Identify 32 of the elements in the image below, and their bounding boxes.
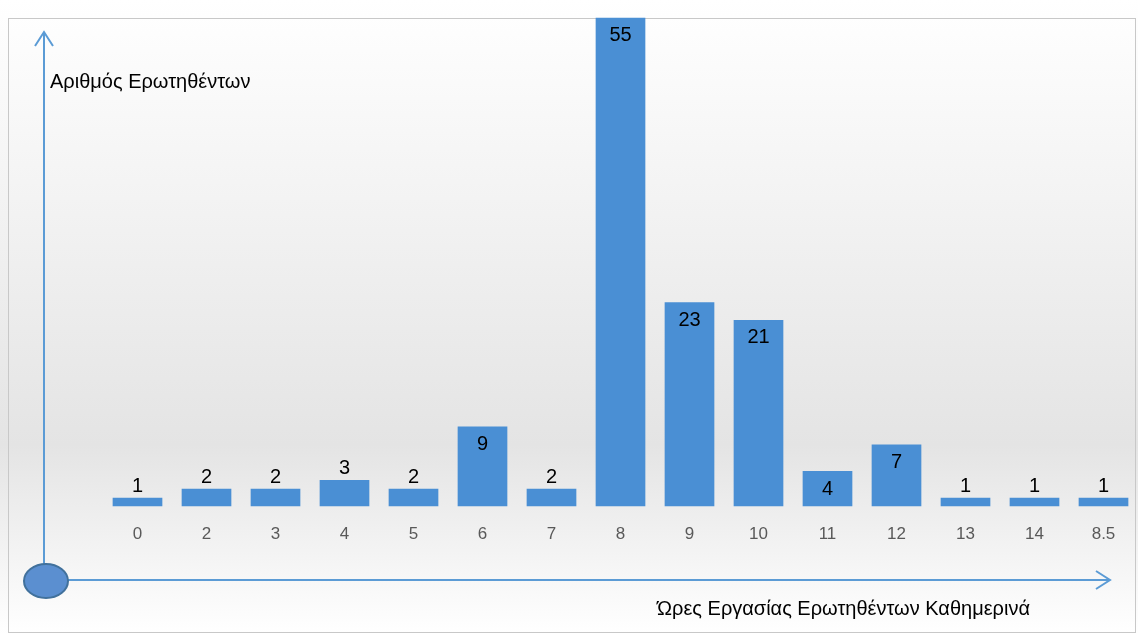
data-label: 1 <box>131 474 144 497</box>
x-tick-label: 14 <box>1025 524 1044 544</box>
data-label: 3 <box>338 456 351 479</box>
data-label: 9 <box>476 432 489 455</box>
x-tick-label: 7 <box>546 524 557 544</box>
data-label: 2 <box>200 465 213 488</box>
x-tick-label: 4 <box>339 524 350 544</box>
x-tick-label: 9 <box>684 524 695 544</box>
x-tick-label: 10 <box>749 524 768 544</box>
x-tick-label: 11 <box>818 524 837 544</box>
y-axis-title: Αριθμός Ερωτηθέντων <box>50 69 251 92</box>
data-label: 1 <box>1097 474 1110 497</box>
x-tick-label: 3 <box>270 524 281 544</box>
x-tick-label: 12 <box>887 524 906 544</box>
x-tick-label: 5 <box>408 524 419 544</box>
data-label: 2 <box>545 465 558 488</box>
x-axis-title: Ώρες Εργασίας Ερωτηθέντων Καθημερινά <box>656 596 1030 619</box>
data-label: 4 <box>821 476 834 499</box>
data-label: 7 <box>890 449 903 472</box>
data-label: 2 <box>269 465 282 488</box>
x-tick-label: 6 <box>477 524 488 544</box>
data-label: 1 <box>1028 474 1041 497</box>
x-tick-label: 0 <box>132 524 143 544</box>
x-tick-label: 2 <box>201 524 212 544</box>
data-label: 23 <box>678 307 701 330</box>
data-label: 1 <box>959 474 972 497</box>
data-label: 55 <box>609 23 632 46</box>
x-tick-label: 13 <box>956 524 975 544</box>
x-tick-label: 8 <box>615 524 626 544</box>
data-label: 21 <box>747 325 770 348</box>
data-label: 2 <box>407 465 420 488</box>
x-tick-label: 8.5 <box>1091 524 1116 544</box>
